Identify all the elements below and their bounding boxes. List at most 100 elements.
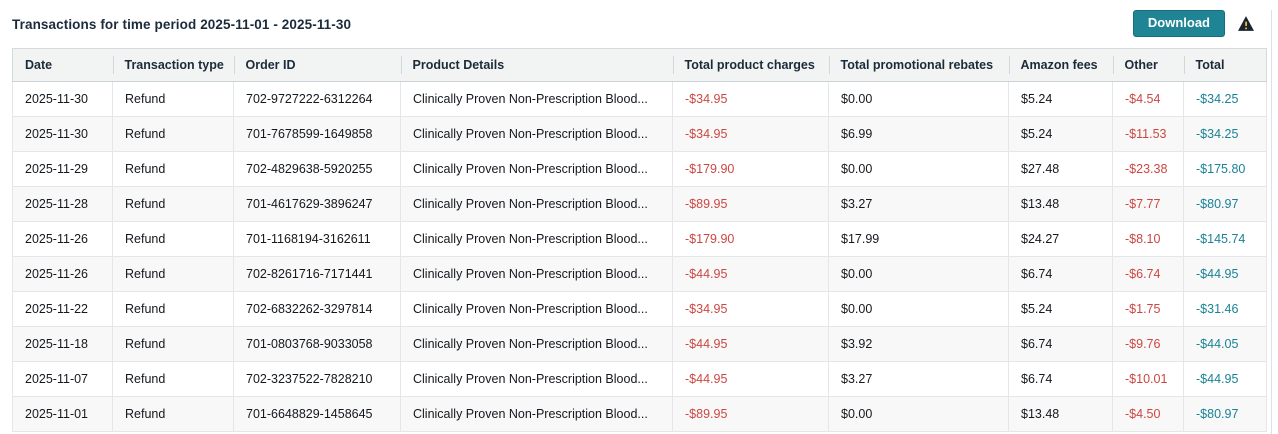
- column-header-date: Date: [12, 48, 113, 82]
- cell-rebates: $3.27: [828, 361, 1009, 397]
- toolbar-actions: Download: [1132, 9, 1266, 37]
- total-link[interactable]: -$44.95: [1196, 267, 1239, 281]
- cell-fees: $5.24: [1008, 116, 1113, 152]
- column-header-order-id: Order ID: [233, 48, 401, 82]
- cell-order_id: 702-4829638-5920255: [233, 151, 401, 187]
- cell-date: 2025-11-26: [12, 221, 113, 257]
- transactions-table: Date Transaction type Order ID Product Deta…: [12, 48, 1267, 432]
- cell-order_id: 702-8261716-7171441: [233, 256, 401, 292]
- cell-date: 2025-11-30: [12, 81, 113, 117]
- cell-order_id: 702-9727222-6312264: [233, 81, 401, 117]
- cell-total: -$34.25: [1183, 81, 1267, 117]
- cell-order_id: 701-4617629-3896247: [233, 186, 401, 222]
- table-row: 2025-11-01 Refund 701-6648829-1458645 Clini…: [12, 396, 1267, 432]
- cell-total: -$44.95: [1183, 361, 1267, 397]
- cell-type: Refund: [112, 186, 234, 222]
- cell-fees: $6.74: [1008, 256, 1113, 292]
- table-body: 2025-11-30 Refund 702-9727222-6312264 Clini…: [12, 81, 1267, 432]
- total-link[interactable]: -$31.46: [1196, 302, 1239, 316]
- cell-charges: -$34.95: [672, 291, 829, 327]
- cell-type: Refund: [112, 361, 234, 397]
- toolbar: Transactions for time period 2025-11-01 …: [0, 0, 1278, 46]
- cell-rebates: $3.27: [828, 186, 1009, 222]
- cell-type: Refund: [112, 396, 234, 432]
- panel-edge-divider: [1271, 10, 1272, 434]
- cell-charges: -$44.95: [672, 256, 829, 292]
- table-row: 2025-11-30 Refund 702-9727222-6312264 Clini…: [12, 81, 1267, 117]
- cell-charges: -$89.95: [672, 396, 829, 432]
- cell-order_id: 702-6832262-3297814: [233, 291, 401, 327]
- cell-date: 2025-11-30: [12, 116, 113, 152]
- cell-order_id: 702-3237522-7828210: [233, 361, 401, 397]
- table-header-row: Date Transaction type Order ID Product Deta…: [12, 48, 1267, 82]
- column-header-total-product-charges: Total product charges: [672, 48, 829, 82]
- cell-product: Clinically Proven Non-Prescription Blood…: [400, 81, 673, 117]
- table-row: 2025-11-07 Refund 702-3237522-7828210 Clini…: [12, 361, 1267, 397]
- table-row: 2025-11-29 Refund 702-4829638-5920255 Clini…: [12, 151, 1267, 187]
- cell-product: Clinically Proven Non-Prescription Blood…: [400, 186, 673, 222]
- total-link[interactable]: -$80.97: [1196, 407, 1239, 421]
- total-link[interactable]: -$44.05: [1196, 337, 1239, 351]
- cell-type: Refund: [112, 151, 234, 187]
- cell-rebates: $6.99: [828, 116, 1009, 152]
- table-row: 2025-11-26 Refund 701-1168194-3162611 Clini…: [12, 221, 1267, 257]
- cell-charges: -$34.95: [672, 116, 829, 152]
- cell-other: -$9.76: [1112, 326, 1184, 362]
- cell-other: -$8.10: [1112, 221, 1184, 257]
- cell-product: Clinically Proven Non-Prescription Blood…: [400, 221, 673, 257]
- cell-product: Clinically Proven Non-Prescription Blood…: [400, 116, 673, 152]
- cell-product: Clinically Proven Non-Prescription Blood…: [400, 361, 673, 397]
- cell-date: 2025-11-07: [12, 361, 113, 397]
- cell-product: Clinically Proven Non-Prescription Blood…: [400, 326, 673, 362]
- cell-type: Refund: [112, 291, 234, 327]
- cell-product: Clinically Proven Non-Prescription Blood…: [400, 291, 673, 327]
- cell-charges: -$89.95: [672, 186, 829, 222]
- cell-rebates: $0.00: [828, 396, 1009, 432]
- cell-rebates: $0.00: [828, 151, 1009, 187]
- cell-order_id: 701-1168194-3162611: [233, 221, 401, 257]
- page-title: Transactions for time period 2025-11-01 …: [12, 16, 352, 32]
- cell-type: Refund: [112, 116, 234, 152]
- total-link[interactable]: -$34.25: [1196, 92, 1239, 106]
- cell-type: Refund: [112, 221, 234, 257]
- cell-total: -$34.25: [1183, 116, 1267, 152]
- column-header-transaction-type: Transaction type: [112, 48, 234, 82]
- total-link[interactable]: -$44.95: [1196, 372, 1239, 386]
- cell-rebates: $3.92: [828, 326, 1009, 362]
- cell-product: Clinically Proven Non-Prescription Blood…: [400, 396, 673, 432]
- total-link[interactable]: -$175.80: [1196, 162, 1246, 176]
- column-header-other: Other: [1112, 48, 1184, 82]
- cell-date: 2025-11-01: [12, 396, 113, 432]
- cell-other: -$4.54: [1112, 81, 1184, 117]
- cell-other: -$23.38: [1112, 151, 1184, 187]
- cell-total: -$80.97: [1183, 396, 1267, 432]
- cell-date: 2025-11-18: [12, 326, 113, 362]
- cell-order_id: 701-7678599-1649858: [233, 116, 401, 152]
- table-row: 2025-11-18 Refund 701-0803768-9033058 Clini…: [12, 326, 1267, 362]
- cell-fees: $27.48: [1008, 151, 1113, 187]
- cell-date: 2025-11-28: [12, 186, 113, 222]
- column-header-product-details: Product Details: [400, 48, 673, 82]
- total-link[interactable]: -$80.97: [1196, 197, 1239, 211]
- column-header-total: Total: [1183, 48, 1267, 82]
- cell-other: -$7.77: [1112, 186, 1184, 222]
- total-link[interactable]: -$34.25: [1196, 127, 1239, 141]
- cell-total: -$80.97: [1183, 186, 1267, 222]
- cell-fees: $13.48: [1008, 396, 1113, 432]
- warning-icon[interactable]: [1238, 15, 1254, 31]
- cell-total: -$31.46: [1183, 291, 1267, 327]
- cell-order_id: 701-0803768-9033058: [233, 326, 401, 362]
- download-button[interactable]: Download: [1132, 9, 1225, 37]
- cell-type: Refund: [112, 81, 234, 117]
- cell-charges: -$179.90: [672, 221, 829, 257]
- cell-charges: -$179.90: [672, 151, 829, 187]
- cell-total: -$175.80: [1183, 151, 1267, 187]
- cell-other: -$6.74: [1112, 256, 1184, 292]
- cell-fees: $24.27: [1008, 221, 1113, 257]
- cell-product: Clinically Proven Non-Prescription Blood…: [400, 256, 673, 292]
- cell-charges: -$34.95: [672, 81, 829, 117]
- column-header-total-promotional-rebates: Total promotional rebates: [828, 48, 1009, 82]
- cell-total: -$145.74: [1183, 221, 1267, 257]
- column-header-amazon-fees: Amazon fees: [1008, 48, 1113, 82]
- total-link[interactable]: -$145.74: [1196, 232, 1246, 246]
